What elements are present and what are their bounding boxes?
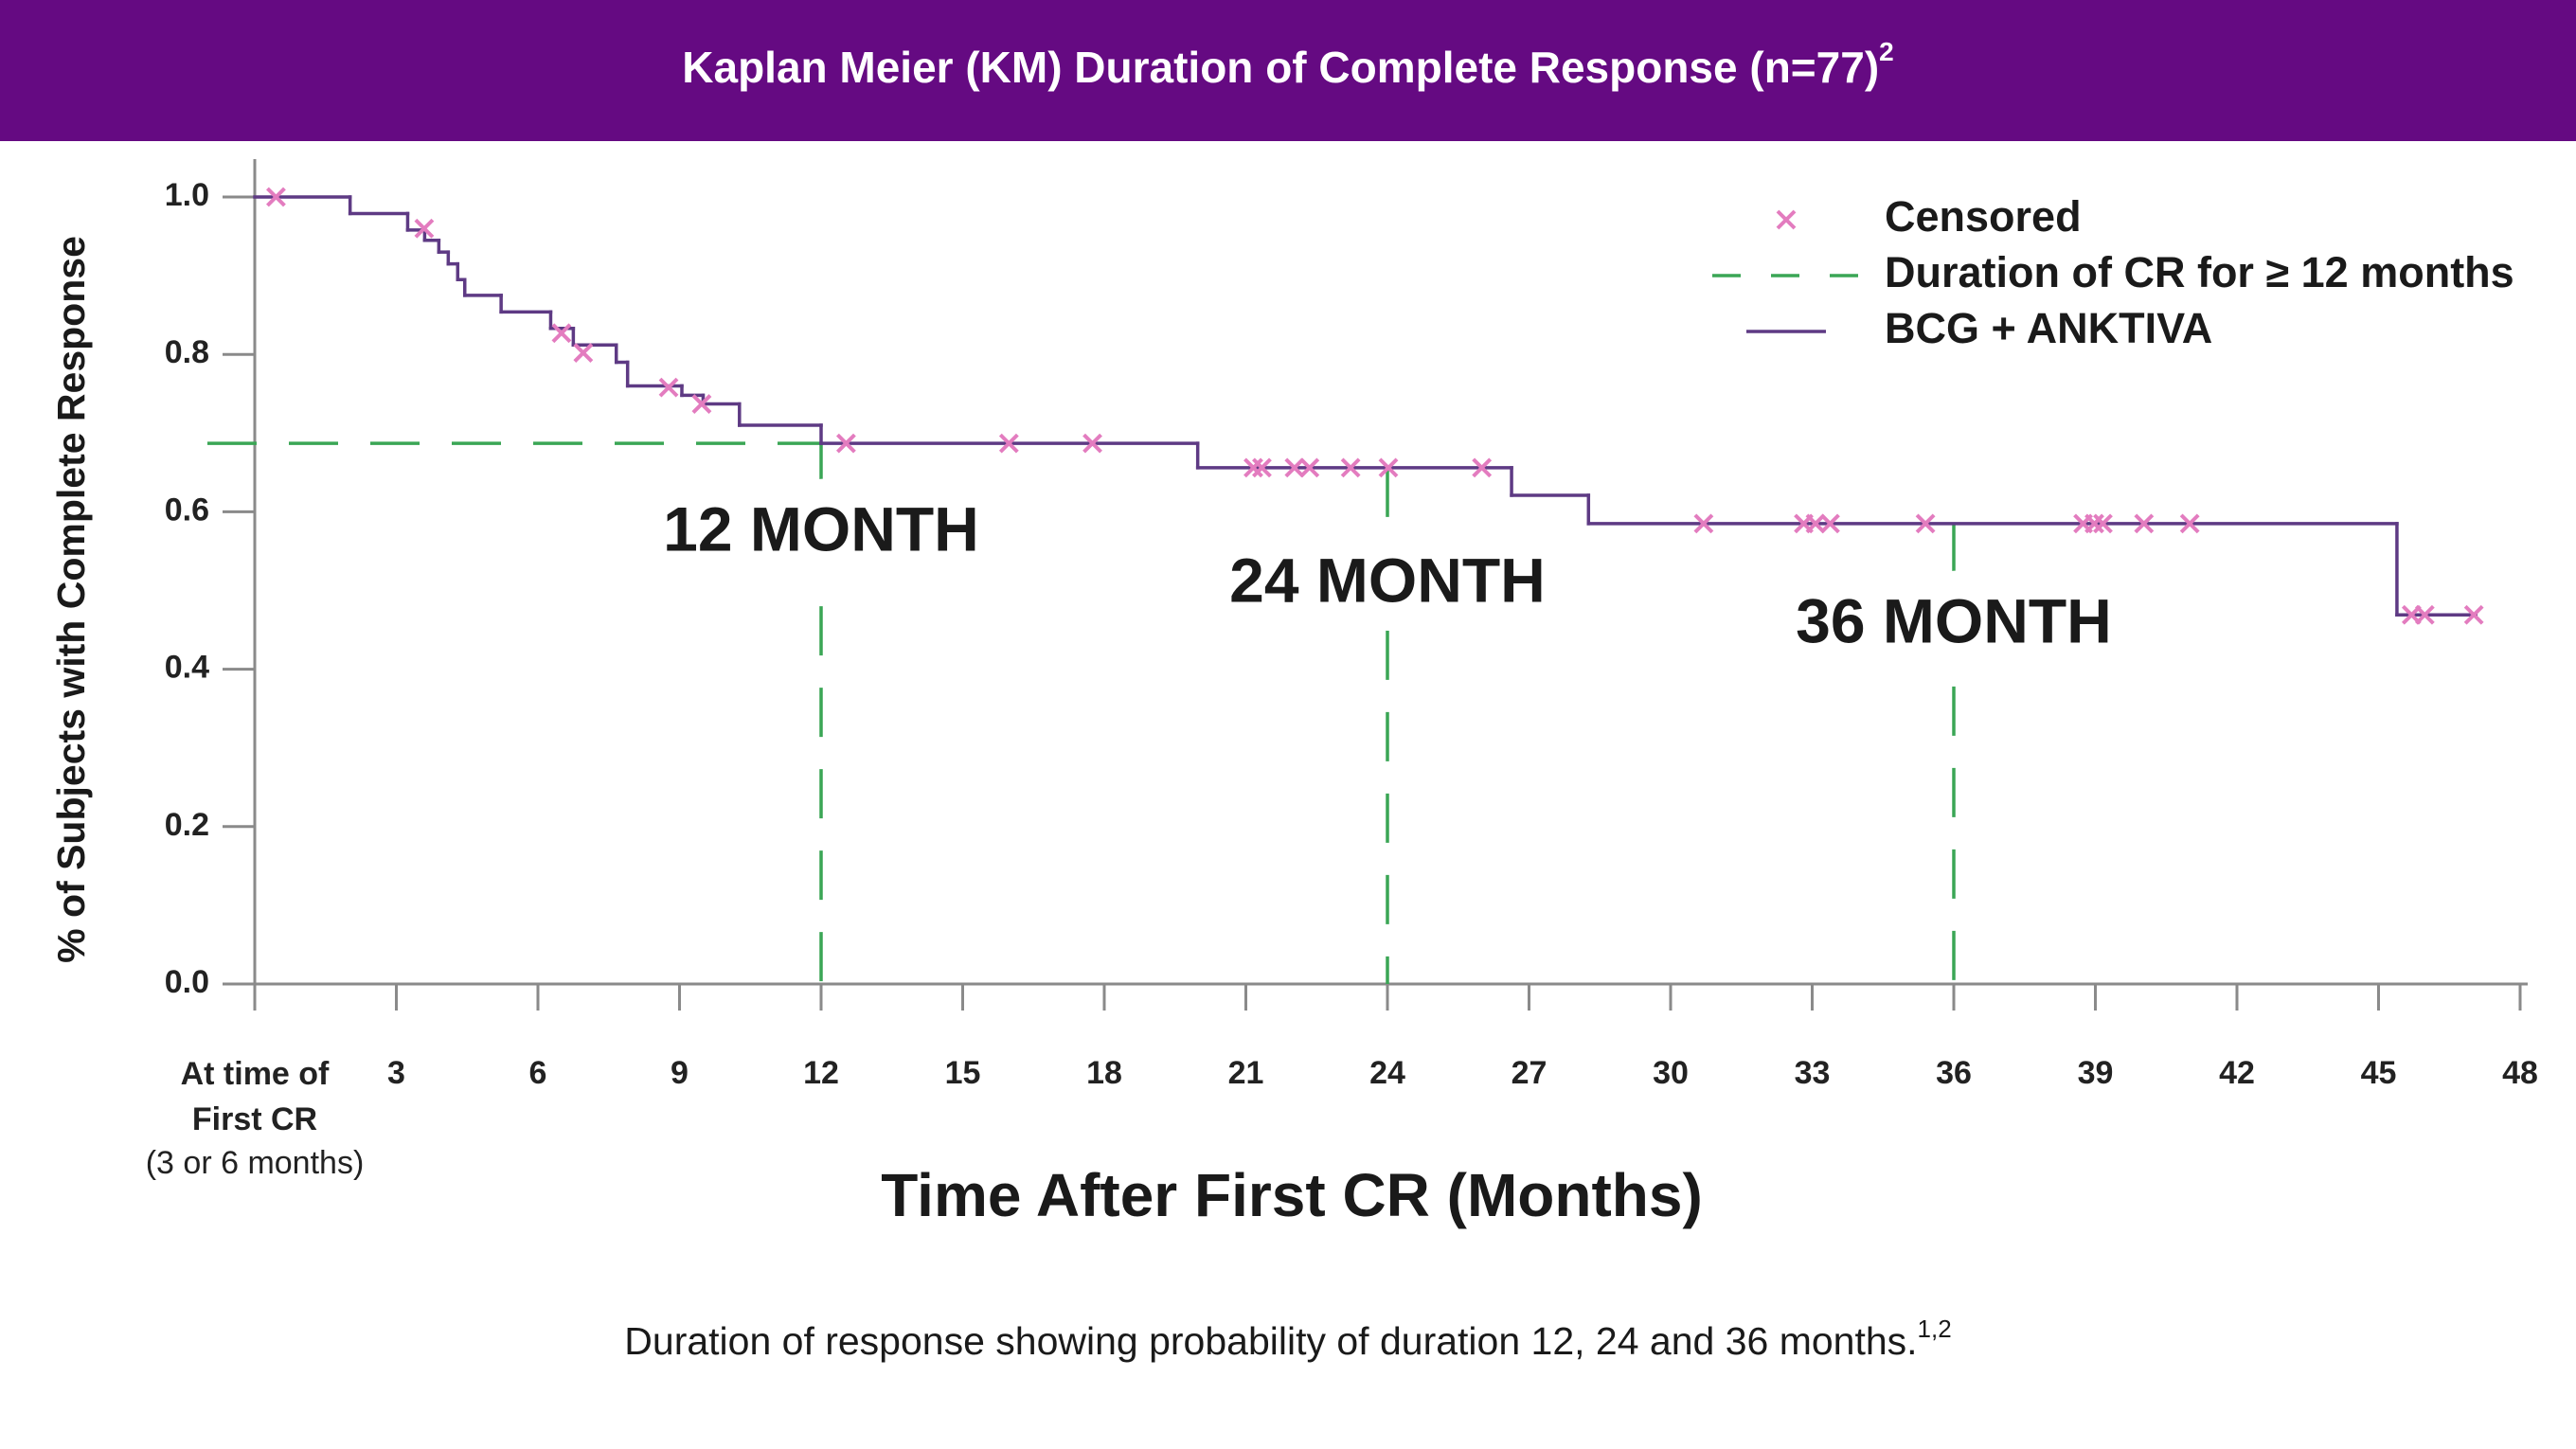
censored-mark bbox=[998, 433, 1019, 454]
cross-stroke bbox=[1776, 209, 1797, 230]
cross-stroke bbox=[1693, 513, 1714, 534]
x-tick-label: 30 bbox=[1653, 1055, 1689, 1091]
cross-stroke bbox=[2463, 604, 2484, 625]
caption: Duration of response showing probability… bbox=[624, 1315, 1951, 1363]
x-tick-label: 3 bbox=[387, 1055, 405, 1091]
censored-mark bbox=[2093, 513, 2113, 534]
x-tick-label: 6 bbox=[529, 1055, 547, 1091]
cross-stroke bbox=[414, 218, 435, 239]
cross-stroke bbox=[691, 394, 712, 414]
cross-stroke bbox=[1378, 457, 1399, 478]
x-tick-label: 9 bbox=[671, 1055, 689, 1091]
censored-mark bbox=[1243, 457, 1263, 478]
cross-stroke bbox=[1472, 457, 1493, 478]
x-axis-label: Time After First CR (Months) bbox=[881, 1161, 1703, 1229]
cross-stroke bbox=[551, 323, 572, 344]
censored-mark bbox=[1284, 457, 1305, 478]
x-tick-label: 42 bbox=[2219, 1055, 2255, 1091]
caption-text: Duration of response showing probability… bbox=[624, 1319, 1917, 1363]
censored-mark bbox=[1472, 457, 1493, 478]
censored-mark bbox=[1082, 433, 1102, 454]
censored-mark bbox=[2179, 513, 2200, 534]
cross-stroke bbox=[2414, 604, 2435, 625]
cross-stroke bbox=[573, 343, 594, 363]
cross-stroke bbox=[835, 433, 856, 454]
x-tick-label: 39 bbox=[2078, 1055, 2114, 1091]
censored-mark bbox=[2134, 513, 2155, 534]
cross-stroke bbox=[1082, 433, 1102, 454]
y-tick-label: 0.2 bbox=[165, 807, 209, 843]
cross-stroke bbox=[1820, 513, 1840, 534]
censored-mark bbox=[414, 218, 435, 239]
chart-title: Kaplan Meier (KM) Duration of Complete R… bbox=[682, 37, 1893, 92]
censored-mark bbox=[1378, 457, 1399, 478]
y-tick-label: 1.0 bbox=[165, 177, 209, 213]
title-sup: 2 bbox=[1879, 37, 1894, 66]
censored-mark bbox=[551, 323, 572, 344]
x-tick-label: 15 bbox=[945, 1055, 981, 1091]
censored-mark bbox=[1340, 457, 1361, 478]
cross-stroke bbox=[998, 433, 1019, 454]
x-tick-label: 36 bbox=[1936, 1055, 1972, 1091]
censored-mark bbox=[1820, 513, 1840, 534]
censored-mark bbox=[573, 343, 594, 363]
x-tick-label: 27 bbox=[1512, 1055, 1547, 1091]
cross-stroke bbox=[2084, 513, 2104, 534]
x-tick-label: 48 bbox=[2502, 1055, 2538, 1091]
y-axis-label: % of Subjects with Complete Response bbox=[49, 236, 93, 963]
y-tick-label: 0.4 bbox=[165, 650, 209, 686]
legend-label: Duration of CR for ≥ 12 months bbox=[1885, 248, 2514, 296]
censored-mark bbox=[1252, 457, 1272, 478]
caption-sup: 1,2 bbox=[1918, 1315, 1952, 1343]
legend-label: BCG + ANKTIVA bbox=[1885, 304, 2212, 352]
title-text: Kaplan Meier (KM) Duration of Complete R… bbox=[682, 43, 1879, 92]
y-tick-label: 0.6 bbox=[165, 492, 209, 528]
cross-stroke bbox=[1284, 457, 1305, 478]
legend: Censored Duration of CR for ≥ 12 months BC… bbox=[1712, 192, 2514, 352]
censored-mark bbox=[1693, 513, 1714, 534]
cross-stroke bbox=[1915, 513, 1936, 534]
x-tick-label: 12 bbox=[803, 1055, 839, 1091]
milestone-label: 12 MONTH bbox=[663, 493, 979, 564]
censored-mark bbox=[1805, 513, 1826, 534]
x-tick-label: 33 bbox=[1795, 1055, 1831, 1091]
cross-stroke bbox=[2179, 513, 2200, 534]
x-tick-label: 24 bbox=[1369, 1055, 1405, 1091]
x-tick-note: (3 or 6 months) bbox=[145, 1145, 365, 1181]
legend-label: Censored bbox=[1885, 192, 2082, 241]
cross-stroke bbox=[266, 187, 286, 207]
y-tick-label: 0.0 bbox=[165, 964, 209, 1000]
censored-mark bbox=[658, 377, 679, 398]
x-tick-label: 18 bbox=[1086, 1055, 1122, 1091]
censored-mark bbox=[2463, 604, 2484, 625]
censored-mark bbox=[691, 394, 712, 414]
x-tick-label: At time of First CR bbox=[180, 1056, 330, 1137]
cross-stroke bbox=[1252, 457, 1272, 478]
cross-stroke bbox=[1243, 457, 1263, 478]
cross-stroke bbox=[1340, 457, 1361, 478]
milestone-label: 36 MONTH bbox=[1796, 585, 2112, 655]
censored-mark bbox=[2084, 513, 2104, 534]
header-bar bbox=[0, 0, 2576, 141]
cross-stroke bbox=[658, 377, 679, 398]
x-tick-label: 21 bbox=[1228, 1055, 1264, 1091]
cross-stroke bbox=[1299, 457, 1320, 478]
legend-marker bbox=[1776, 209, 1797, 230]
censored-mark bbox=[266, 187, 286, 207]
cross-stroke bbox=[1805, 513, 1826, 534]
censored-mark bbox=[835, 433, 856, 454]
x-tick-label: 45 bbox=[2361, 1055, 2397, 1091]
censored-mark bbox=[2414, 604, 2435, 625]
cross-stroke bbox=[2134, 513, 2155, 534]
censored-mark bbox=[1915, 513, 1936, 534]
cross-stroke bbox=[2093, 513, 2113, 534]
censored-mark bbox=[1299, 457, 1320, 478]
y-tick-label: 0.8 bbox=[165, 334, 209, 370]
milestone-label: 24 MONTH bbox=[1229, 545, 1546, 615]
